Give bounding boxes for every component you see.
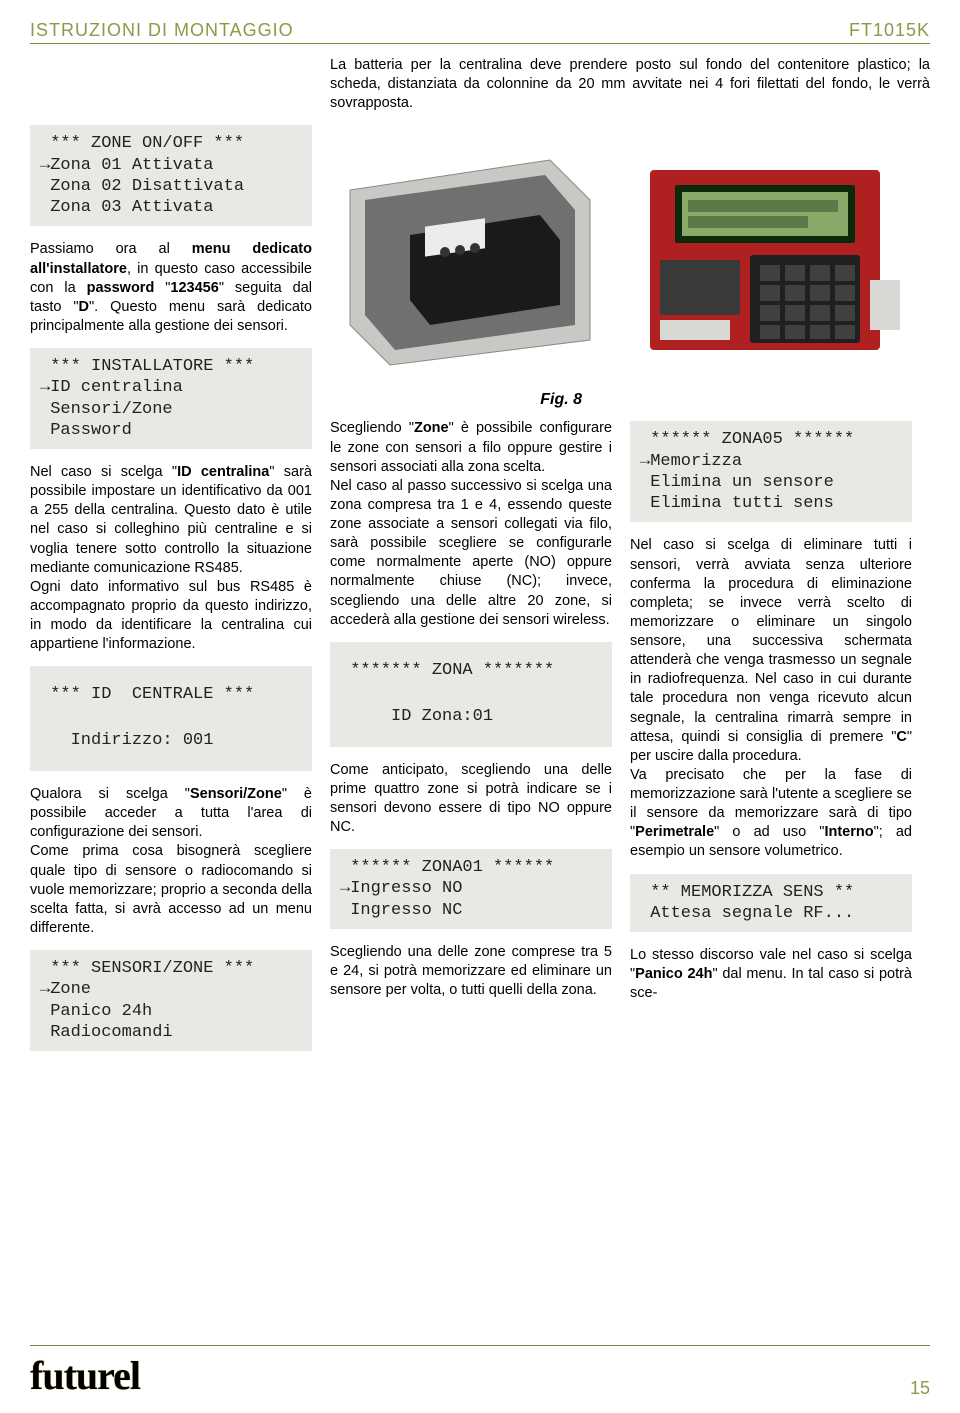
- page-number: 15: [910, 1378, 930, 1399]
- col3-p2: Lo stesso discorso vale nel caso si scel…: [630, 946, 912, 1003]
- column-3: ****** ZONA05 ****** →Memorizza Elimina …: [630, 391, 912, 1015]
- col2-p1: Scegliendo "Zone" è possibile configurar…: [330, 419, 612, 629]
- header-title-right: FT1015K: [849, 20, 930, 41]
- col2-p2: Come anticipato, scegliendo una delle pr…: [330, 761, 612, 838]
- lcd-zona05: ****** ZONA05 ****** →Memorizza Elimina …: [630, 421, 912, 522]
- col2-p3: Scegliendo una delle zone comprese tra 5…: [330, 943, 612, 1000]
- col1-p2: Nel caso si scelga "ID centralina" sarà …: [30, 463, 312, 654]
- page-footer: futurel 15: [30, 1345, 930, 1399]
- enclosure-illustration: [330, 140, 610, 370]
- figure-label: Fig. 8: [330, 391, 612, 409]
- lcd-sensori-zone: *** SENSORI/ZONE *** →Zone Panico 24h Ra…: [30, 950, 312, 1051]
- lcd-zona: ******* ZONA ******* ID Zona:01: [330, 642, 612, 747]
- lcd-installatore: *** INSTALLATORE *** →ID centralina Sens…: [30, 348, 312, 449]
- column-2: Fig. 8 Scegliendo "Zone" è possibile con…: [330, 391, 612, 1015]
- footer-rule: [30, 1345, 930, 1346]
- col1-p3: Qualora si scelga "Sensori/Zone" è possi…: [30, 785, 312, 938]
- lcd-id-centrale: *** ID CENTRALE *** Indirizzo: 001: [30, 666, 312, 771]
- footer-logo: futurel: [30, 1352, 140, 1399]
- column-1: *** ZONE ON/OFF *** →Zona 01 Attivata Zo…: [30, 125, 312, 1065]
- col3-p1: Nel caso si scelga di eliminare tutti i …: [630, 536, 912, 861]
- header-title-left: ISTRUZIONI DI MONTAGGIO: [30, 20, 294, 41]
- device-illustration: [630, 140, 910, 370]
- figure-8-photo: [330, 125, 930, 385]
- lcd-zone-onoff: *** ZONE ON/OFF *** →Zona 01 Attivata Zo…: [30, 125, 312, 226]
- top-caption: La batteria per la centralina deve prend…: [30, 56, 930, 113]
- lcd-memorizza: ** MEMORIZZA SENS ** Attesa segnale RF..…: [630, 874, 912, 933]
- header-rule: [30, 43, 930, 44]
- col1-p1: Passiamo ora al menu dedicato all'instal…: [30, 240, 312, 336]
- lcd-zona01: ****** ZONA01 ****** →Ingresso NO Ingres…: [330, 849, 612, 929]
